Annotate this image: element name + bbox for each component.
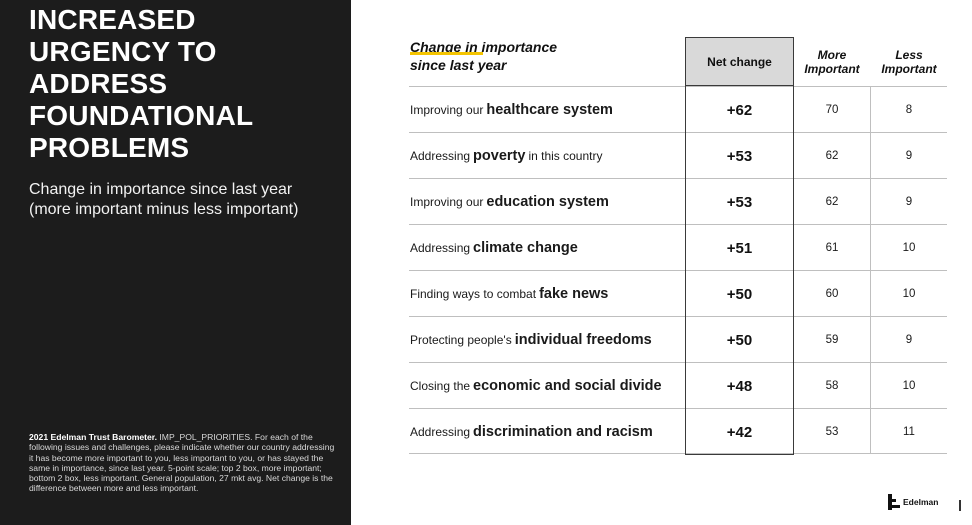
- net-change-column-frame: [685, 37, 794, 455]
- table-title-line: Change in importance: [410, 39, 558, 55]
- issue-label: Addressing climate change: [410, 225, 685, 271]
- footnote-text: IMP_POL_PRIORITIES. For each of the foll…: [29, 432, 335, 494]
- column-header-net-change: Net change: [686, 38, 793, 86]
- logo-wordmark: Edelman: [903, 497, 939, 507]
- more-important-value: 62: [825, 196, 839, 208]
- table-row: Addressing poverty in this country +53 62 9: [409, 132, 947, 178]
- headline-line: foundational: [29, 100, 254, 131]
- less-important-value: 11: [903, 426, 915, 438]
- net-change-value: +50: [726, 285, 753, 303]
- page-title: Increased urgency to address foundationa…: [29, 4, 339, 164]
- issue-prefix: Closing the: [410, 379, 471, 393]
- issue-keyword: economic and social divide: [473, 378, 662, 394]
- issue-prefix: Addressing: [410, 425, 471, 439]
- column-header-line: Important: [804, 62, 860, 76]
- issue-label: Finding ways to combat fake news: [410, 271, 685, 317]
- net-change-value: +62: [726, 101, 753, 119]
- less-important-value: 9: [905, 150, 913, 162]
- more-important-value: 70: [825, 104, 839, 116]
- issue-keyword: discrimination and racism: [473, 424, 653, 440]
- net-change-value: +48: [726, 377, 753, 395]
- issue-prefix: Addressing: [410, 241, 471, 255]
- page-indicator: [959, 500, 961, 511]
- issue-keyword: individual freedoms: [514, 332, 652, 348]
- net-change-value: +53: [726, 147, 753, 165]
- less-important-value: 10: [902, 288, 916, 300]
- column-header-line: More: [817, 48, 847, 62]
- more-important-value: 53: [825, 426, 839, 438]
- issue-keyword: education system: [486, 194, 609, 210]
- headline-line: problems: [29, 132, 190, 163]
- less-important-value: 8: [905, 104, 913, 116]
- importance-table: Improving our healthcare system +62 70 8 Addr…: [409, 86, 947, 454]
- more-important-value: 59: [825, 334, 839, 346]
- table-row: Finding ways to combat fake news +50 60 10: [409, 270, 947, 316]
- footnote-source: 2021 Edelman Trust Barometer.: [29, 432, 158, 442]
- issue-label: Addressing discrimination and racism: [410, 409, 685, 455]
- net-change-value: +51: [726, 239, 753, 257]
- table-row: Addressing discrimination and racism +42 53…: [409, 408, 947, 454]
- column-header-more-important: More Important: [794, 48, 870, 76]
- issue-suffix: in this country: [528, 149, 603, 163]
- issue-keyword: poverty: [473, 148, 526, 164]
- subtitle-line: (more important minus less important): [29, 201, 299, 218]
- less-important-value: 9: [905, 196, 913, 208]
- table-row: Addressing climate change +51 61 10: [409, 224, 947, 270]
- subtitle-line: Change in importance since last year: [29, 181, 293, 198]
- table-title-line: since last year: [410, 57, 507, 73]
- less-important-value: 10: [902, 380, 916, 392]
- net-change-value: +50: [726, 331, 753, 349]
- edelman-stair-icon: [888, 494, 900, 510]
- net-change-value: +53: [726, 193, 753, 211]
- issue-keyword: healthcare system: [486, 102, 613, 118]
- issue-label: Closing the economic and social divide: [410, 363, 685, 409]
- table-title: Change in importance since last year: [410, 38, 680, 74]
- issue-prefix: Protecting people's: [410, 333, 512, 347]
- issue-prefix: Improving our: [410, 195, 484, 209]
- headline-line: Increased: [29, 4, 196, 35]
- headline-line: address: [29, 68, 168, 99]
- more-important-value: 62: [825, 150, 839, 162]
- more-important-value: 60: [825, 288, 839, 300]
- issue-keyword: fake news: [539, 286, 609, 302]
- footnote: 2021 Edelman Trust Barometer. IMP_POL_PR…: [29, 432, 339, 494]
- subtitle: Change in importance since last year (mo…: [29, 180, 344, 220]
- headline-line: urgency to: [29, 36, 217, 67]
- table-row: Protecting people's individual freedoms +5…: [409, 316, 947, 362]
- issue-prefix: Improving our: [410, 103, 484, 117]
- left-panel: Increased urgency to address foundationa…: [0, 0, 351, 525]
- issue-label: Protecting people's individual freedoms: [410, 317, 685, 363]
- table-row: Improving our healthcare system +62 70 8: [409, 86, 947, 132]
- column-header-line: Less: [895, 48, 923, 62]
- issue-keyword: climate change: [473, 240, 578, 256]
- table-row: Improving our education system +53 62 9: [409, 178, 947, 224]
- column-header-less-important: Less Important: [871, 48, 947, 76]
- more-important-value: 58: [825, 380, 839, 392]
- issue-prefix: Finding ways to combat: [410, 287, 537, 301]
- issue-label: Improving our education system: [410, 179, 685, 225]
- issue-label: Improving our healthcare system: [410, 87, 685, 133]
- more-important-value: 61: [825, 242, 839, 254]
- title-accent-underline: [410, 52, 483, 55]
- less-important-value: 9: [905, 334, 913, 346]
- issue-prefix: Addressing: [410, 149, 471, 163]
- table-row: Closing the economic and social divide +48…: [409, 362, 947, 408]
- less-important-value: 10: [902, 242, 916, 254]
- edelman-logo: Edelman: [888, 492, 938, 512]
- column-header-line: Important: [881, 62, 937, 76]
- issue-label: Addressing poverty in this country: [410, 133, 685, 179]
- net-change-value: +42: [726, 423, 753, 441]
